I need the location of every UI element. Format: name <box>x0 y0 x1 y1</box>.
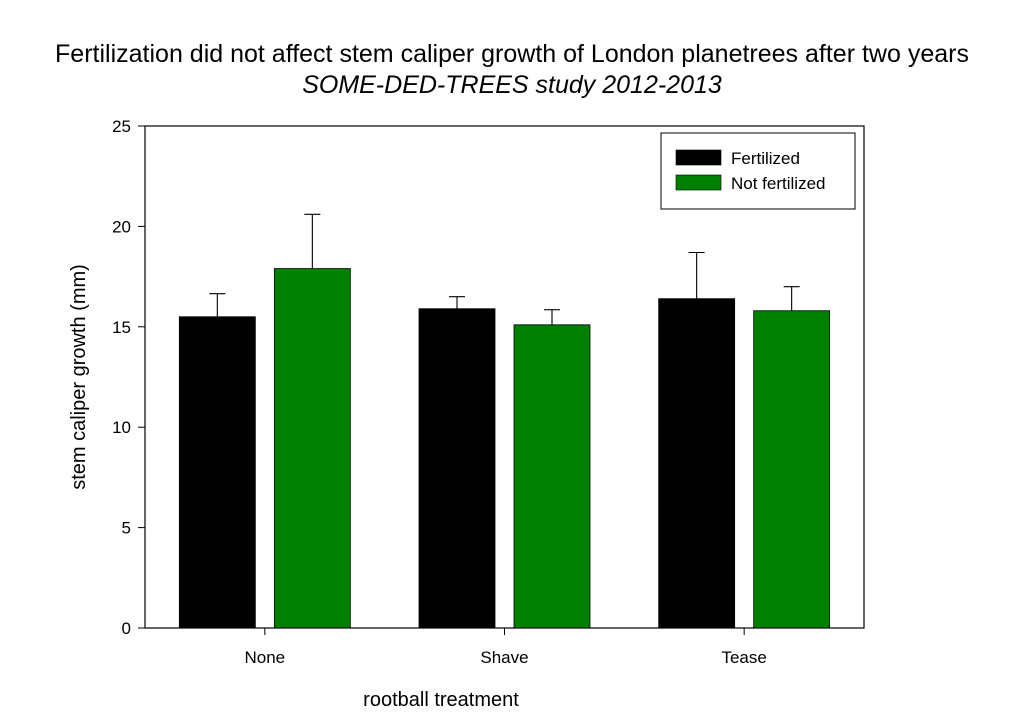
x-axis-label: rootball treatment <box>363 689 519 711</box>
legend-label-fertilized: Fertilized <box>731 149 800 168</box>
legend: Fertilized Not fertilized <box>660 132 856 210</box>
y-tick-label-0: 0 <box>122 619 131 638</box>
bars-layer <box>178 268 831 629</box>
x-axis: None Shave Tease <box>245 628 767 667</box>
legend-box <box>660 132 856 210</box>
chart-subtitle: SOME-DED-TREES study 2012-2013 <box>302 71 722 99</box>
x-tick-label-shave: Shave <box>480 648 528 667</box>
legend-swatch-not-fertilized <box>675 174 722 191</box>
chart-title: Fertilization did not affect stem calipe… <box>55 40 969 68</box>
y-tick-label-20: 20 <box>112 217 131 236</box>
x-tick-label-none: None <box>245 648 286 667</box>
y-tick-label-25: 25 <box>112 117 131 136</box>
legend-label-not-fertilized: Not fertilized <box>731 174 825 193</box>
bar-fertilized-shave <box>418 308 496 629</box>
error-bars-layer <box>209 213 800 325</box>
y-tick-label-10: 10 <box>112 418 131 437</box>
bar-fertilized-tease <box>658 298 736 629</box>
legend-swatch-fertilized <box>675 149 722 166</box>
bar-not-fertilized-none <box>273 268 351 629</box>
y-tick-label-5: 5 <box>122 519 131 538</box>
bar-not-fertilized-tease <box>753 310 831 629</box>
y-axis-label: stem caliper growth (mm) <box>68 264 90 490</box>
x-tick-label-tease: Tease <box>721 648 766 667</box>
bar-not-fertilized-shave <box>513 324 591 629</box>
y-tick-label-15: 15 <box>112 318 131 337</box>
y-axis: 0 5 10 15 20 25 <box>112 117 145 638</box>
bar-fertilized-none <box>178 316 256 629</box>
